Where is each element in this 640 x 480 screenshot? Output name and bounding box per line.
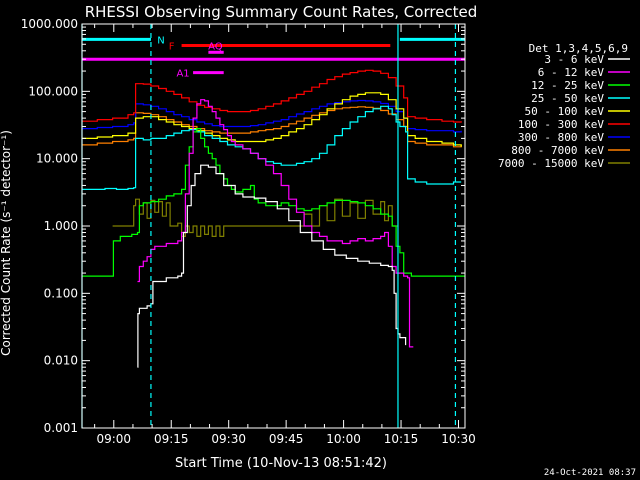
series-line-25-50-kev (82, 105, 462, 190)
series-line-800-7000-kev (82, 106, 462, 148)
legend-entry-label: 100 - 300 keV (518, 118, 604, 131)
plot-area: NF AQ A1 (81, 24, 465, 428)
series-line-300-800-kev (82, 99, 462, 133)
legend-entry-label: 6 - 12 keV (538, 66, 605, 79)
annotation-label: N (157, 35, 164, 46)
y-tick-label: 0.001 (44, 421, 78, 435)
y-axis-label: Corrected Count Rate (s⁻¹ detector⁻¹) (0, 130, 13, 356)
y-axis: 1000.000 100.000 10.000 1.000 0.100 0.010 0.00… (21, 17, 465, 435)
legend-entry-label: 7000 - 15000 keV (498, 157, 604, 170)
legend-entry-label: 800 - 7000 keV (511, 144, 604, 157)
series-line-50-100-kev (82, 92, 462, 147)
y-tick-label: 1.000 (44, 219, 78, 233)
series-line-6-12-kev (137, 99, 414, 348)
annotation-label: F (169, 41, 175, 52)
y-tick-label: 100.000 (28, 84, 78, 98)
x-axis: 09:00 09:15 09:30 09:45 10:00 10:15 10:30 (94, 24, 476, 446)
series-line-7000-15000-kev (112, 198, 398, 237)
y-tick-label: 0.100 (44, 286, 78, 300)
timestamp-label: 24-Oct-2021 08:37 (544, 468, 636, 478)
legend-entry-label: 50 - 100 keV (525, 105, 605, 118)
legend-entry-label: 300 - 800 keV (518, 131, 604, 144)
x-tick-label: 09:45 (269, 432, 304, 446)
chart-title: RHESSI Observing Summary Count Rates, Co… (85, 3, 478, 21)
legend-entry-label: 12 - 25 keV (531, 79, 604, 92)
series-line-100-300-kev (82, 69, 462, 123)
annotation-layer: NF AQ A1 (82, 35, 465, 80)
x-tick-label: 09:00 (96, 432, 131, 446)
y-tick-label: 1000.000 (21, 17, 78, 31)
legend-entry-label: 25 - 50 keV (531, 92, 604, 105)
legend-title: Det 1,3,4,5,6,9 (529, 42, 628, 55)
annotation-label: AQ (208, 41, 223, 52)
series-line-3-6-kev (137, 164, 407, 368)
x-tick-label: 10:00 (326, 432, 361, 446)
y-tick-label: 10.000 (36, 152, 78, 166)
x-tick-label: 09:15 (154, 432, 189, 446)
x-tick-label: 10:15 (384, 432, 419, 446)
x-tick-label: 09:30 (211, 432, 246, 446)
annotation-label: A1 (176, 69, 189, 80)
series-layer (82, 69, 465, 368)
x-tick-label: 10:30 (441, 432, 476, 446)
legend-entry-label: 3 - 6 keV (544, 53, 604, 66)
y-tick-label: 0.010 (44, 354, 78, 368)
x-axis-label: Start Time (10-Nov-13 08:51:42) (175, 456, 387, 471)
